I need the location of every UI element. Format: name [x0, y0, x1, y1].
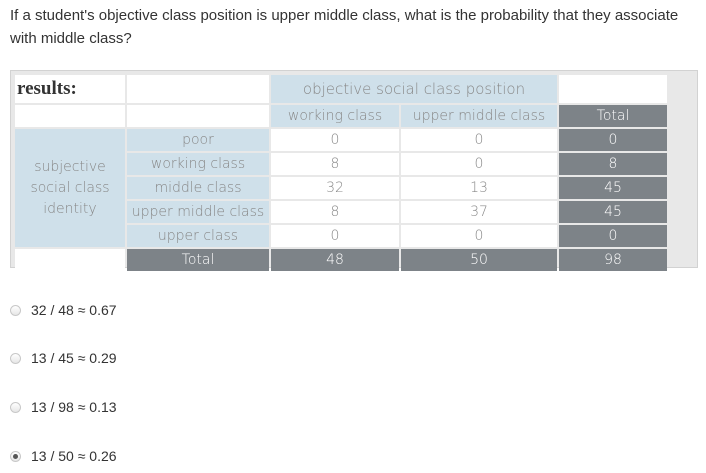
empty-footer-cell: [15, 249, 125, 271]
row-label-upper-middle-class: upper middle class: [127, 201, 269, 223]
empty-header-cell: [127, 105, 269, 127]
question-text: If a student's objective class position …: [10, 7, 679, 47]
option-label: 32 / 48 ≈ 0.67: [31, 302, 117, 318]
results-label: results:: [15, 75, 125, 103]
table-cell: 0: [401, 129, 557, 151]
radio-button[interactable]: [10, 401, 21, 413]
row-total-cell: 8: [559, 153, 667, 175]
table-cell: 0: [271, 225, 399, 247]
row-total-cell: 45: [559, 201, 667, 223]
table-cell: 32: [271, 177, 399, 199]
table-cell: 0: [401, 225, 557, 247]
row-group-label-line: social class: [30, 179, 110, 196]
option-label: 13 / 45 ≈ 0.29: [31, 350, 117, 366]
table-cell: 13: [401, 177, 557, 199]
empty-header-cell: [127, 75, 269, 103]
row-total-cell: 0: [559, 129, 667, 151]
col-total-cell: 50: [401, 249, 557, 271]
empty-header-cell: [15, 105, 125, 127]
table-cell: 8: [271, 201, 399, 223]
table-cell: 0: [271, 129, 399, 151]
row-group-label-line: subjective: [34, 158, 106, 175]
col-header-upper-middle-class: upper middle class: [401, 105, 557, 127]
col-group-header: objective social class position: [271, 75, 557, 103]
option-label: 13 / 50 ≈ 0.26: [31, 448, 117, 464]
row-group-label-line: identity: [43, 200, 97, 217]
row-label-poor: poor: [127, 129, 269, 151]
row-group-label: subjective social class identity: [15, 129, 125, 247]
answer-option-3[interactable]: 13 / 98 ≈ 0.13: [10, 395, 310, 419]
contingency-table-panel: results: objective social class position…: [10, 70, 698, 271]
option-label: 13 / 98 ≈ 0.13: [31, 399, 117, 415]
answer-option-4[interactable]: 13 / 50 ≈ 0.26: [10, 444, 310, 468]
table-cell: 8: [271, 153, 399, 175]
contingency-table: results: objective social class position…: [13, 73, 669, 273]
radio-button[interactable]: [10, 304, 21, 316]
row-label-middle-class: middle class: [127, 177, 269, 199]
radio-button[interactable]: [10, 450, 21, 462]
answer-option-2[interactable]: 13 / 45 ≈ 0.29: [10, 346, 310, 370]
empty-header-cell: [559, 75, 667, 103]
table-cell: 37: [401, 201, 557, 223]
row-total-cell: 0: [559, 225, 667, 247]
total-header: Total: [559, 105, 667, 127]
col-total-cell: 48: [271, 249, 399, 271]
row-label-upper-class: upper class: [127, 225, 269, 247]
total-row-label: Total: [127, 249, 269, 271]
col-header-working-class: working class: [271, 105, 399, 127]
radio-button[interactable]: [10, 352, 21, 364]
grand-total-cell: 98: [559, 249, 667, 271]
table-cell: 0: [401, 153, 557, 175]
answer-option-1[interactable]: 32 / 48 ≈ 0.67: [10, 298, 310, 322]
row-label-working-class: working class: [127, 153, 269, 175]
row-total-cell: 45: [559, 177, 667, 199]
